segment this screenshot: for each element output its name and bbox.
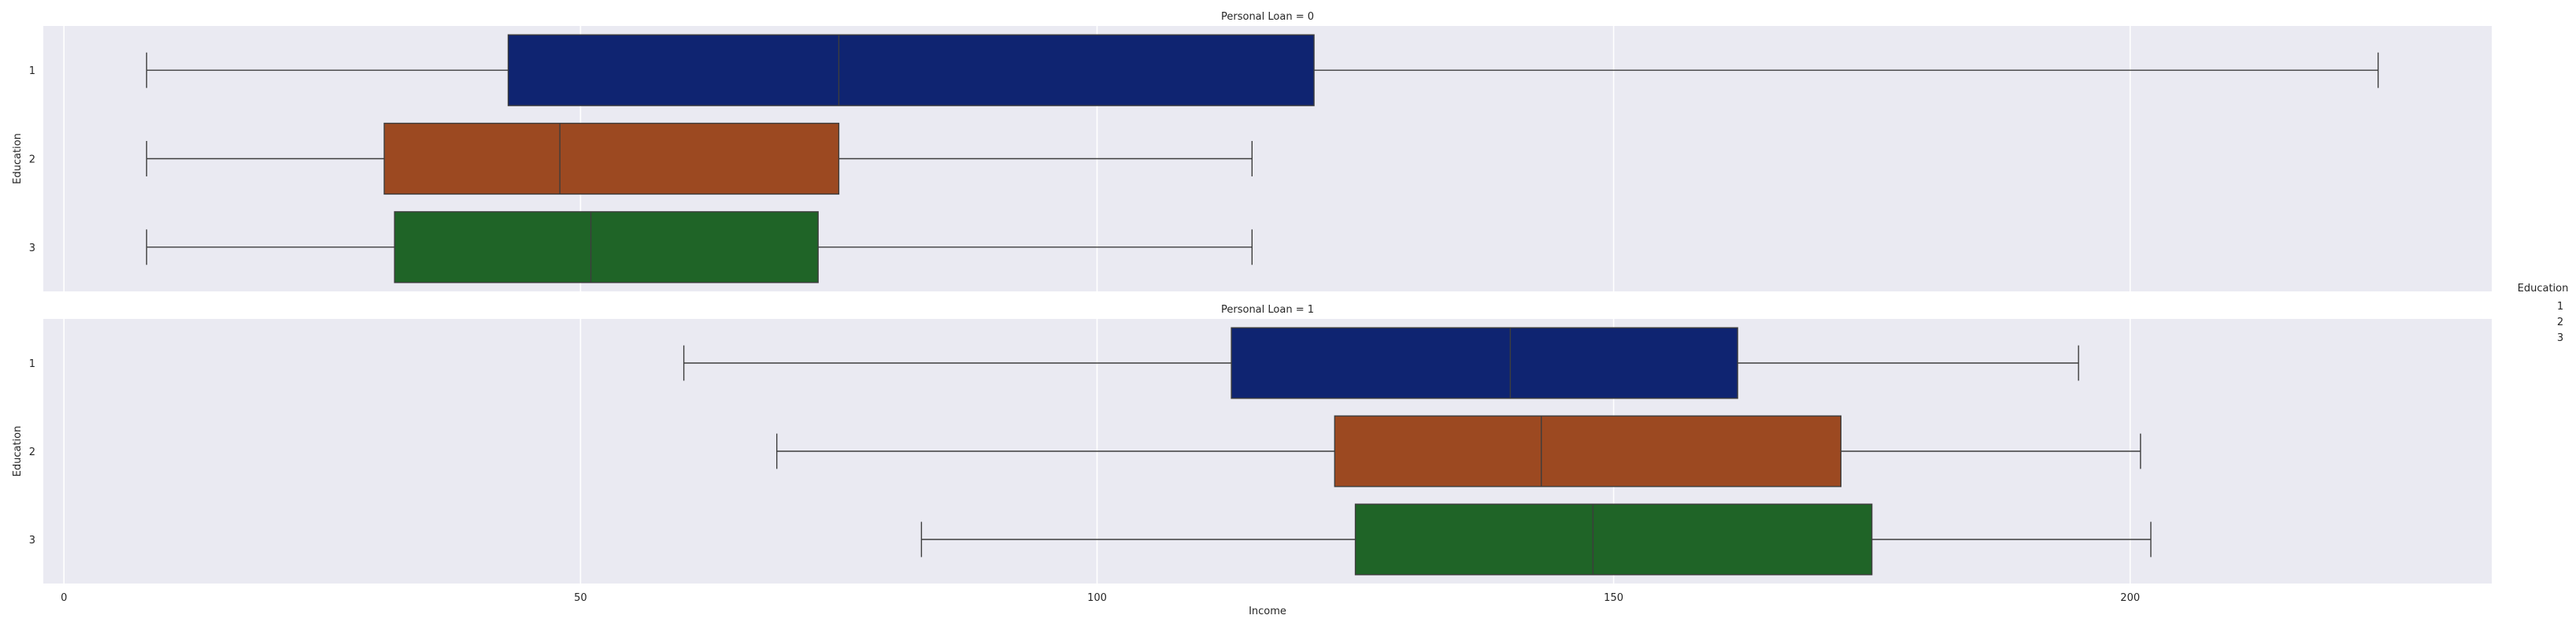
x-tick-label: 200 bbox=[2120, 592, 2140, 604]
iqr-box bbox=[1354, 503, 1873, 576]
box-education-2: 2 bbox=[29, 122, 1253, 195]
y-tick-label: 3 bbox=[29, 243, 35, 254]
legend-entry-2: 2 bbox=[2557, 317, 2563, 328]
box-education-3: 3 bbox=[29, 503, 2152, 576]
facet-panel-1: Personal Loan = 0 Education 1 2 3 bbox=[12, 11, 2492, 291]
legend-entry-3: 3 bbox=[2557, 332, 2563, 344]
box-education-3: 3 bbox=[29, 211, 1253, 284]
facet-title: Personal Loan = 1 bbox=[1221, 304, 1314, 316]
legend-entry-1: 1 bbox=[2557, 301, 2563, 313]
iqr-box bbox=[1231, 327, 1738, 399]
box-education-1: 1 bbox=[29, 34, 2379, 106]
y-axis-label: Education bbox=[12, 133, 24, 184]
x-tick-label: 150 bbox=[1604, 592, 1623, 604]
legend: Education 1 2 3 bbox=[2518, 283, 2569, 344]
y-tick-label: 1 bbox=[29, 358, 35, 370]
box-education-2: 2 bbox=[29, 415, 2141, 487]
facet-panel-2: Personal Loan = 1 Education 1 2 3 0 50 100 150 20… bbox=[12, 304, 2492, 604]
y-tick-label: 2 bbox=[29, 447, 35, 458]
y-tick-label: 3 bbox=[29, 535, 35, 547]
legend-title: Education bbox=[2518, 283, 2569, 295]
x-tick-label: 100 bbox=[1087, 592, 1107, 604]
facet-title: Personal Loan = 0 bbox=[1221, 11, 1314, 23]
iqr-box bbox=[507, 34, 1315, 106]
iqr-box bbox=[383, 122, 840, 195]
x-tick-label: 0 bbox=[61, 592, 67, 604]
box-education-1: 1 bbox=[29, 327, 2079, 399]
x-axis-label: Income bbox=[1249, 606, 1286, 617]
y-axis-label: Education bbox=[12, 426, 24, 477]
iqr-box bbox=[394, 211, 819, 284]
y-tick-label: 1 bbox=[29, 65, 35, 77]
x-tick-label: 50 bbox=[574, 592, 587, 604]
y-tick-label: 2 bbox=[29, 154, 35, 166]
iqr-box bbox=[1334, 415, 1841, 487]
